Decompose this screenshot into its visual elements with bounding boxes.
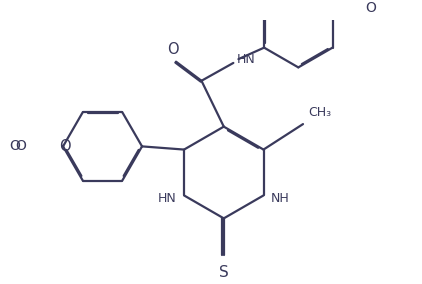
Text: O: O (9, 139, 20, 153)
Text: HN: HN (158, 192, 176, 205)
Text: O: O (365, 1, 376, 15)
Text: S: S (219, 265, 229, 280)
Text: CH₃: CH₃ (308, 106, 331, 119)
Text: HN: HN (237, 53, 256, 66)
Text: O: O (59, 139, 70, 154)
Text: O: O (167, 41, 179, 57)
Text: O: O (15, 139, 26, 153)
Text: NH: NH (271, 192, 290, 205)
